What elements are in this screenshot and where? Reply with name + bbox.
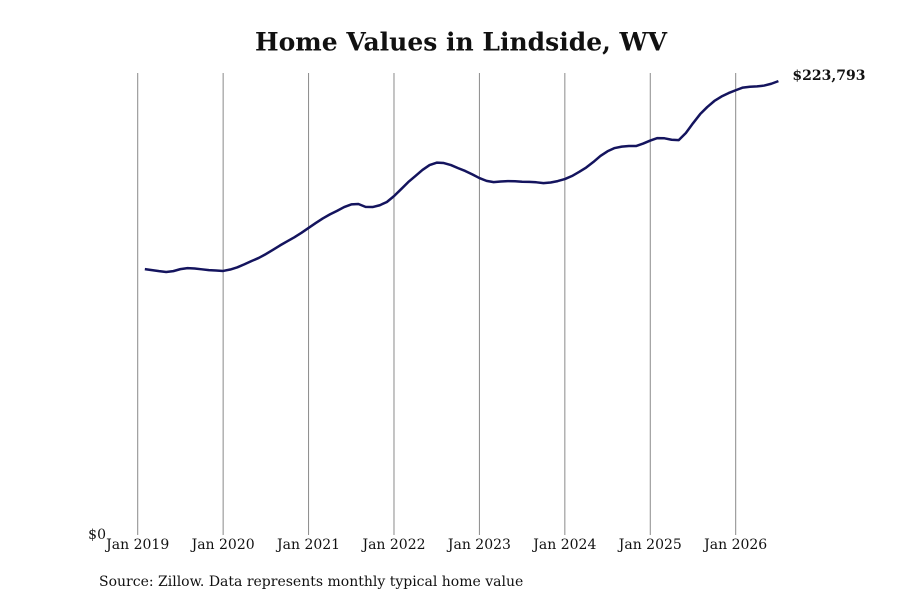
x-tick-label: Jan 2024 <box>531 537 596 553</box>
y-tick-label: $0 <box>88 527 106 543</box>
value-label: $223,793 <box>792 68 865 84</box>
x-tick-label: Jan 2023 <box>446 537 511 553</box>
x-tick-label: Jan 2021 <box>275 537 340 553</box>
x-tick-label: Jan 2025 <box>617 537 682 553</box>
value-line <box>144 79 779 274</box>
chart-title: Home Values in Lindside, WV <box>255 28 668 57</box>
x-tick-label: Jan 2026 <box>702 537 767 553</box>
source-note: Source: Zillow. Data represents monthly … <box>99 574 523 590</box>
x-tick-label: Jan 2022 <box>360 537 425 553</box>
x-tick-label: Jan 2020 <box>190 537 255 553</box>
x-tick-label: Jan 2019 <box>104 537 169 553</box>
